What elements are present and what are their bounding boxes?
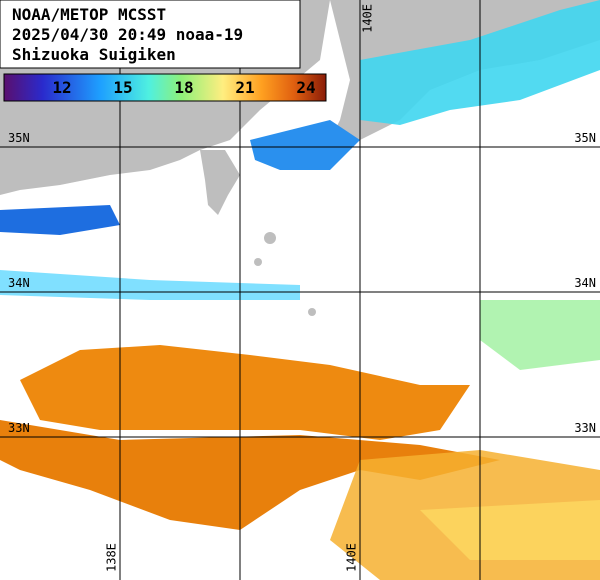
lat-label: 34N [8, 276, 30, 290]
colorbar-label: 21 [235, 78, 254, 97]
header-line: 2025/04/30 20:49 noaa-19 [12, 25, 243, 44]
lat-label: 33N [574, 421, 596, 435]
lat-label: 35N [8, 131, 30, 145]
lon-label: 140E [345, 543, 359, 572]
lon-label: 138E [105, 543, 119, 572]
grid-labels: 140E 138E 140E 35N 35N 34N 34N 33N 33N [8, 4, 596, 572]
colorbar-label: 18 [174, 78, 193, 97]
lat-label: 34N [574, 276, 596, 290]
lat-label: 35N [574, 131, 596, 145]
colorbar [3, 73, 327, 102]
header-line: Shizuoka Suigiken [12, 45, 176, 64]
colorbar-label: 24 [296, 78, 315, 97]
header-line: NOAA/METOP MCSST [12, 5, 166, 24]
header-box [0, 0, 301, 69]
colorbar-label: 15 [113, 78, 132, 97]
colorbar-label: 12 [52, 78, 71, 97]
lat-label: 33N [8, 421, 30, 435]
lon-label: 140E [361, 4, 375, 33]
colorbar-labels: 12 15 18 21 24 [52, 78, 315, 97]
